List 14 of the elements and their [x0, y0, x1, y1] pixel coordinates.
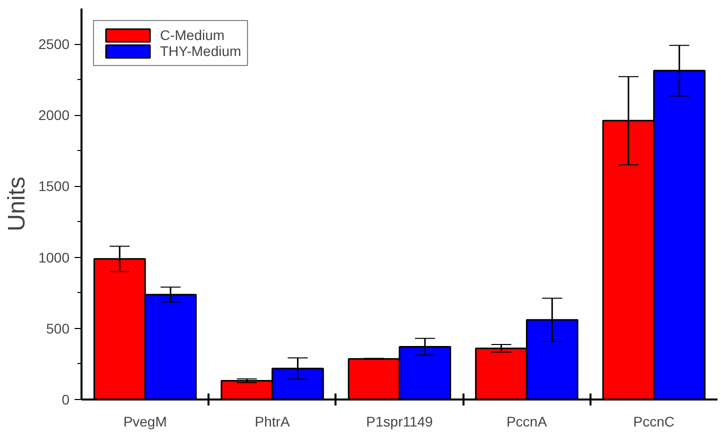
x-tick-label: PccnC — [633, 414, 675, 430]
y-tick-label: 1000 — [38, 249, 70, 266]
x-tick-label: PccnA — [506, 414, 548, 430]
x-tick-label: PhtrA — [254, 414, 290, 430]
y-axis-title: Units — [3, 176, 30, 232]
y-tick-label: 1500 — [38, 178, 70, 194]
y-tick-label: 2500 — [38, 36, 70, 52]
legend-label: THY-Medium — [160, 43, 242, 59]
legend-label: C-Medium — [160, 27, 225, 43]
y-tick-label: 0 — [62, 392, 70, 408]
x-tick-label: P1spr1149 — [366, 414, 434, 430]
y-tick-label: 500 — [46, 320, 70, 336]
x-tick-label: PvegM — [123, 414, 167, 430]
y-tick-label: 2000 — [38, 107, 70, 124]
